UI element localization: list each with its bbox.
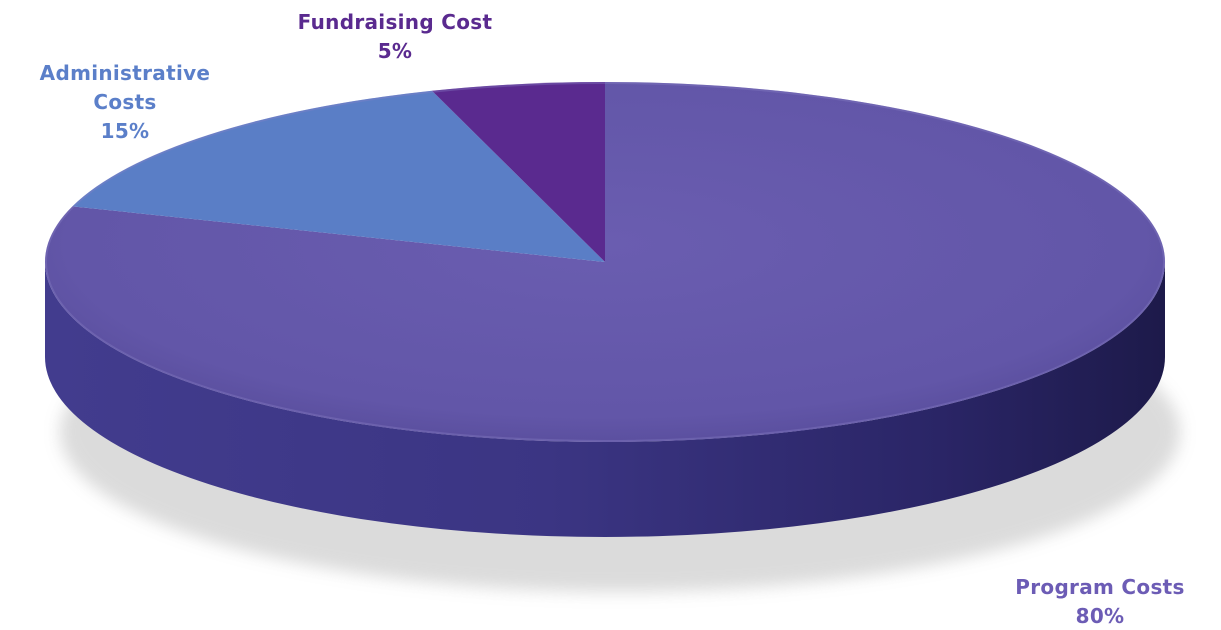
- fundraising-cost-percent: 5%: [377, 39, 413, 63]
- administrative-costs-label: Administrative Costs 15%: [0, 59, 250, 146]
- administrative-costs-name-line1: Administrative: [39, 61, 211, 85]
- pie-rim-highlight: [45, 82, 1165, 442]
- slice-fundraising-cost: [431, 82, 605, 262]
- program-costs-percent: 80%: [1075, 604, 1125, 628]
- program-costs-label: Program Costs 80%: [975, 573, 1221, 630]
- program-costs-name: Program Costs: [1015, 575, 1185, 599]
- slice-administrative-costs: [72, 90, 606, 262]
- fundraising-cost-label: Fundraising Cost 5%: [255, 8, 535, 66]
- administrative-costs-name-line2: Costs: [93, 90, 157, 114]
- pie-side-wall: [45, 262, 1165, 537]
- fundraising-cost-name: Fundraising Cost: [297, 10, 493, 34]
- administrative-costs-percent: 15%: [100, 119, 150, 143]
